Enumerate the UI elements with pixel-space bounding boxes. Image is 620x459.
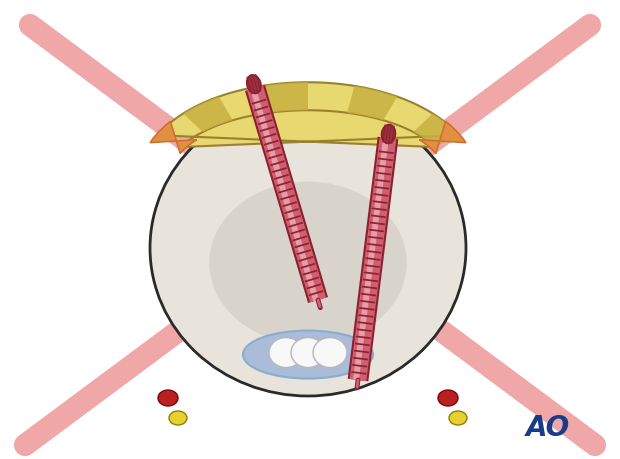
Polygon shape <box>419 121 466 154</box>
Ellipse shape <box>210 182 407 344</box>
Ellipse shape <box>438 390 458 406</box>
Polygon shape <box>414 113 458 147</box>
Polygon shape <box>347 86 397 120</box>
Ellipse shape <box>243 330 373 379</box>
Ellipse shape <box>313 337 347 368</box>
Ellipse shape <box>150 100 466 396</box>
Ellipse shape <box>158 390 178 406</box>
Polygon shape <box>183 96 232 132</box>
Polygon shape <box>157 82 458 147</box>
Ellipse shape <box>269 337 303 368</box>
Text: AO: AO <box>526 414 570 442</box>
Polygon shape <box>262 82 308 113</box>
Ellipse shape <box>247 75 261 94</box>
Ellipse shape <box>291 337 325 368</box>
Ellipse shape <box>381 124 396 144</box>
Ellipse shape <box>449 411 467 425</box>
Polygon shape <box>150 121 197 154</box>
Ellipse shape <box>169 411 187 425</box>
